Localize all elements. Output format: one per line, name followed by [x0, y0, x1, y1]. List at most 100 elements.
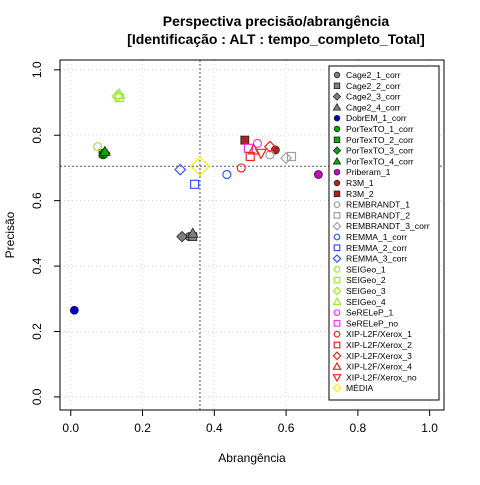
legend-marker-cage2-4-corr	[332, 102, 342, 111]
point-cage2-4-corr	[186, 227, 199, 238]
legend-marker-seigeo-3	[332, 286, 342, 296]
legend-label: R3M_1	[346, 178, 374, 188]
legend-label: SEIGeo_3	[346, 286, 386, 296]
x-tick-label: 0.6	[278, 421, 295, 435]
legend-marker-remma-3-corr	[332, 254, 342, 264]
y-tick-label: 0.6	[30, 192, 44, 209]
legend-marker-rembrandt-2	[333, 212, 341, 219]
legend-label: DobrEM_1_corr	[346, 113, 407, 123]
legend-marker-dobrem-1-corr	[333, 114, 341, 122]
legend-marker-serelep-1	[333, 309, 341, 317]
point-remma-2-corr	[189, 179, 200, 189]
x-tick-label: 1.0	[421, 421, 438, 435]
legend-marker-remma-2-corr	[333, 244, 341, 252]
point-xip-l2f-xerox-1	[236, 163, 246, 173]
legend-marker-seigeo-1	[333, 266, 341, 273]
legend-label: REMMA_2_corr	[346, 243, 407, 253]
legend-marker-cage2-1-corr	[333, 71, 341, 79]
legend-label: Cage2_4_corr	[346, 102, 401, 112]
legend-label: R3M_2	[346, 189, 374, 199]
point-media	[190, 156, 210, 177]
legend-marker-seigeo-4	[332, 296, 342, 306]
chart-title: Perspectiva precisão/abrangência	[163, 13, 390, 29]
y-axis: 0.0 0.2 0.4 0.6 0.8 1.0	[30, 61, 60, 405]
legend-marker-xip-l2f-xerox-no	[332, 374, 342, 383]
legend-label: Cage2_2_corr	[346, 81, 401, 91]
legend-marker-portexto-3-corr	[332, 146, 342, 155]
legend-label: REMMA_3_corr	[346, 254, 407, 264]
legend-label: PorTexTO_3_corr	[346, 146, 414, 156]
legend-marker-portexto-2-corr	[333, 136, 341, 143]
point-portexto-4-corr	[98, 145, 111, 156]
point-r3m-2	[240, 135, 250, 145]
point-rembrandt-3-corr	[280, 152, 293, 165]
point-xip-l2f-xerox-2	[245, 151, 255, 162]
legend-marker-seigeo-2	[333, 276, 341, 284]
legend-marker-r3m-2	[333, 190, 341, 197]
legend-label: PorTexTO_2_corr	[346, 135, 414, 145]
point-dobrem-1-corr	[69, 305, 79, 315]
legend-label: XIP-L2F/Xerox_3	[346, 351, 412, 361]
point-serelep-1	[252, 138, 262, 149]
legend: Cage2_1_corrCage2_2_corrCage2_3_corrCage…	[328, 65, 440, 401]
legend-label: REMBRANDT_3_corr	[346, 221, 430, 231]
point-seigeo-1	[93, 142, 103, 152]
point-xip-l2f-xerox-3	[263, 140, 276, 153]
x-tick-label: 0.0	[62, 421, 79, 435]
legend-marker-rembrandt-3-corr	[332, 221, 342, 231]
legend-label: SEIGeo_2	[346, 275, 386, 285]
legend-label: REMBRANDT_1	[346, 200, 410, 210]
legend-label: PorTexTO_4_corr	[346, 156, 414, 166]
legend-label: XIP-L2F/Xerox_no	[346, 372, 417, 382]
point-seigeo-2	[114, 93, 124, 103]
x-axis-label: Abrangência	[218, 451, 286, 465]
legend-label: XIP-L2F/Xerox_4	[346, 362, 412, 372]
y-tick-label: 0.8	[30, 127, 44, 144]
legend-marker-media	[332, 383, 342, 393]
legend-marker-remma-1-corr	[333, 233, 341, 241]
legend-marker-serelep-no	[333, 320, 341, 327]
y-tick-label: 1.0	[30, 61, 44, 78]
plot-frame	[59, 59, 445, 411]
legend-label: REMBRANDT_2	[346, 210, 410, 220]
legend-label: MÉDIA	[346, 383, 373, 393]
point-seigeo-3	[111, 89, 124, 103]
legend-marker-xip-l2f-xerox-1	[333, 330, 341, 338]
y-axis-label: Precisão	[3, 211, 17, 258]
point-remma-3-corr	[174, 163, 187, 176]
point-cage2-3-corr	[176, 230, 188, 243]
legend-label: Priberam_1	[346, 167, 391, 177]
x-axis: 0.0 0.2 0.4 0.6 0.8 1.0	[62, 410, 438, 435]
point-rembrandt-1	[265, 150, 275, 160]
legend-label: Cage2_1_corr	[346, 70, 401, 80]
x-tick-label: 0.4	[206, 421, 223, 435]
legend-marker-rembrandt-1	[333, 201, 341, 209]
legend-label: SeRELeP_1	[346, 308, 394, 318]
legend-label: XIP-L2F/Xerox_2	[346, 340, 412, 350]
x-tick-label: 0.2	[134, 421, 151, 435]
point-remma-1-corr	[222, 169, 232, 180]
legend-label: XIP-L2F/Xerox_1	[346, 329, 412, 339]
x-tick-label: 0.8	[350, 421, 367, 435]
legend-label: SEIGeo_4	[346, 297, 386, 307]
legend-marker-portexto-1-corr	[333, 125, 341, 133]
point-rembrandt-2	[286, 151, 297, 162]
legend-marker-cage2-2-corr	[333, 82, 341, 89]
legend-marker-xip-l2f-xerox-2	[333, 341, 341, 349]
legend-marker-xip-l2f-xerox-3	[332, 351, 342, 361]
legend-box	[328, 65, 440, 401]
legend-marker-r3m-1	[333, 179, 341, 187]
point-seigeo-4	[112, 87, 126, 99]
legend-marker-priberam-1	[333, 168, 341, 176]
legend-label: SEIGeo_1	[346, 264, 386, 274]
y-tick-label: 0.2	[30, 323, 44, 340]
chart-subtitle: [Identificação : ALT : tempo_completo_To…	[127, 31, 425, 47]
legend-marker-cage2-3-corr	[332, 92, 342, 101]
point-priberam-1	[313, 170, 323, 179]
legend-label: SeRELeP_no	[346, 318, 398, 328]
data-points	[69, 87, 323, 315]
point-xip-l2f-xerox-no	[254, 148, 268, 160]
legend-label: REMMA_1_corr	[346, 232, 407, 242]
